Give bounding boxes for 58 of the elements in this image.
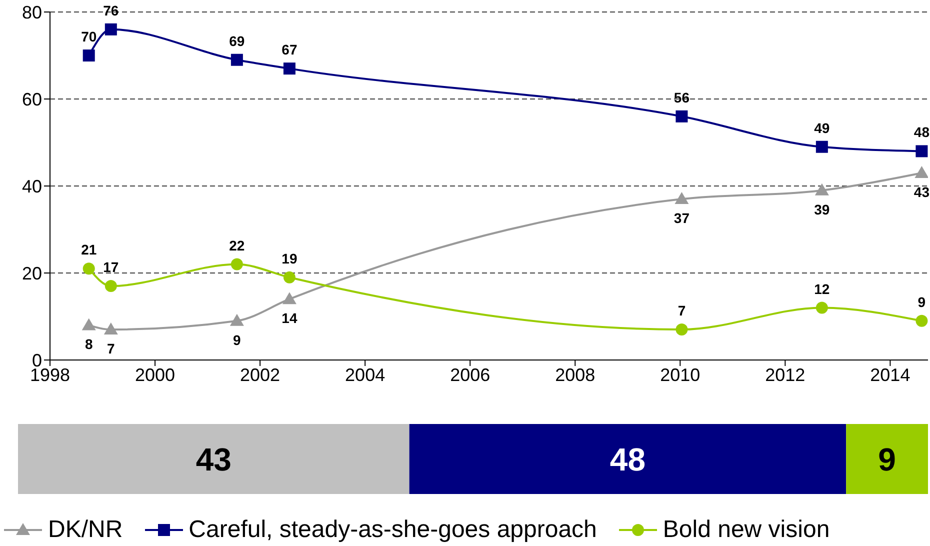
data-label: 8 [84,336,93,352]
point [230,314,244,326]
legend-label: Careful, steady-as-she-goes approach [188,516,597,544]
legend-label: DK/NR [48,516,123,544]
point [816,302,828,314]
data-label: 12 [814,280,830,297]
point [916,145,928,158]
point [104,23,117,36]
y-tick-label: 60 [22,89,42,110]
point [82,50,95,62]
point [914,166,928,178]
data-label: 43 [914,184,930,200]
data-label: 49 [814,120,830,136]
point [676,110,688,122]
data-label: 14 [282,310,298,326]
data-label: 37 [674,210,690,226]
y-tick-label: 20 [22,263,42,284]
point [230,258,243,270]
point [674,192,689,204]
x-tick-label: 2004 [345,364,386,385]
point [104,280,117,292]
point [230,54,243,66]
point [283,271,296,284]
legend-label: Bold new vision [662,516,830,544]
x-tick-label: 2010 [660,364,700,385]
point [814,183,829,196]
data-label: 19 [282,250,298,266]
data-label: 21 [81,242,97,258]
x-tick-label: 2008 [555,364,596,385]
point [816,140,828,153]
x-tick-label: 2002 [240,364,280,385]
data-label: 17 [103,259,119,276]
data-label: 9 [878,441,896,478]
x-tick-label: 2012 [765,364,806,385]
point [916,314,928,327]
x-tick-label: 2000 [135,364,176,385]
data-label: 39 [814,201,830,218]
data-label: 7 [678,302,686,319]
point [282,292,296,304]
data-label: 69 [229,32,245,49]
data-label: 43 [196,441,232,478]
data-label: 70 [81,28,97,44]
point [104,322,118,335]
data-label: 48 [914,124,930,140]
point [82,318,96,330]
point [283,62,296,75]
y-tick-label: 40 [22,176,42,196]
data-label: 22 [229,237,245,254]
y-tick-label: 80 [22,2,42,22]
x-tick-label: 2006 [450,364,490,385]
data-label: 7 [107,340,116,356]
data-label: 67 [282,42,298,58]
data-label: 9 [233,332,242,348]
point [82,262,95,275]
x-tick-label: 2014 [870,364,910,385]
data-label: 9 [918,294,926,310]
data-label: 48 [610,441,646,478]
point [676,324,688,336]
